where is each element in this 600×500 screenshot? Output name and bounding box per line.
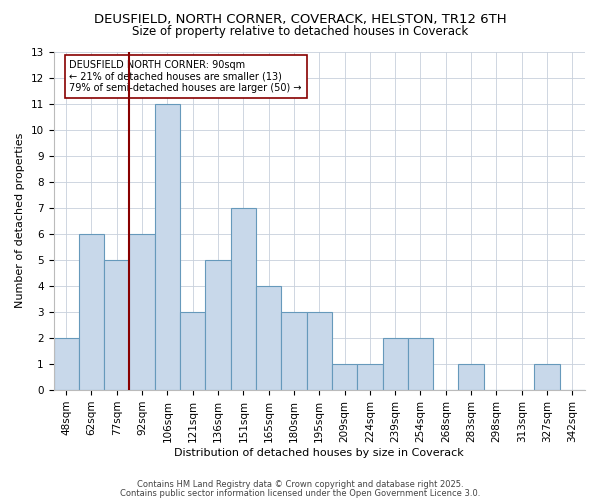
Bar bbox=[180, 312, 205, 390]
Y-axis label: Number of detached properties: Number of detached properties bbox=[15, 133, 25, 308]
Bar bbox=[130, 234, 155, 390]
Bar bbox=[155, 104, 180, 390]
X-axis label: Distribution of detached houses by size in Coverack: Distribution of detached houses by size … bbox=[175, 448, 464, 458]
Text: DEUSFIELD, NORTH CORNER, COVERACK, HELSTON, TR12 6TH: DEUSFIELD, NORTH CORNER, COVERACK, HELST… bbox=[94, 12, 506, 26]
Text: Contains HM Land Registry data © Crown copyright and database right 2025.: Contains HM Land Registry data © Crown c… bbox=[137, 480, 463, 489]
Bar bbox=[458, 364, 484, 390]
Text: Size of property relative to detached houses in Coverack: Size of property relative to detached ho… bbox=[132, 25, 468, 38]
Text: DEUSFIELD NORTH CORNER: 90sqm
← 21% of detached houses are smaller (13)
79% of s: DEUSFIELD NORTH CORNER: 90sqm ← 21% of d… bbox=[70, 60, 302, 93]
Bar bbox=[332, 364, 357, 390]
Bar bbox=[79, 234, 104, 390]
Bar bbox=[104, 260, 130, 390]
Bar bbox=[307, 312, 332, 390]
Bar bbox=[256, 286, 281, 390]
Bar bbox=[357, 364, 383, 390]
Bar bbox=[53, 338, 79, 390]
Text: Contains public sector information licensed under the Open Government Licence 3.: Contains public sector information licen… bbox=[120, 488, 480, 498]
Bar bbox=[281, 312, 307, 390]
Bar bbox=[230, 208, 256, 390]
Bar bbox=[383, 338, 408, 390]
Bar bbox=[205, 260, 230, 390]
Bar bbox=[408, 338, 433, 390]
Bar bbox=[535, 364, 560, 390]
